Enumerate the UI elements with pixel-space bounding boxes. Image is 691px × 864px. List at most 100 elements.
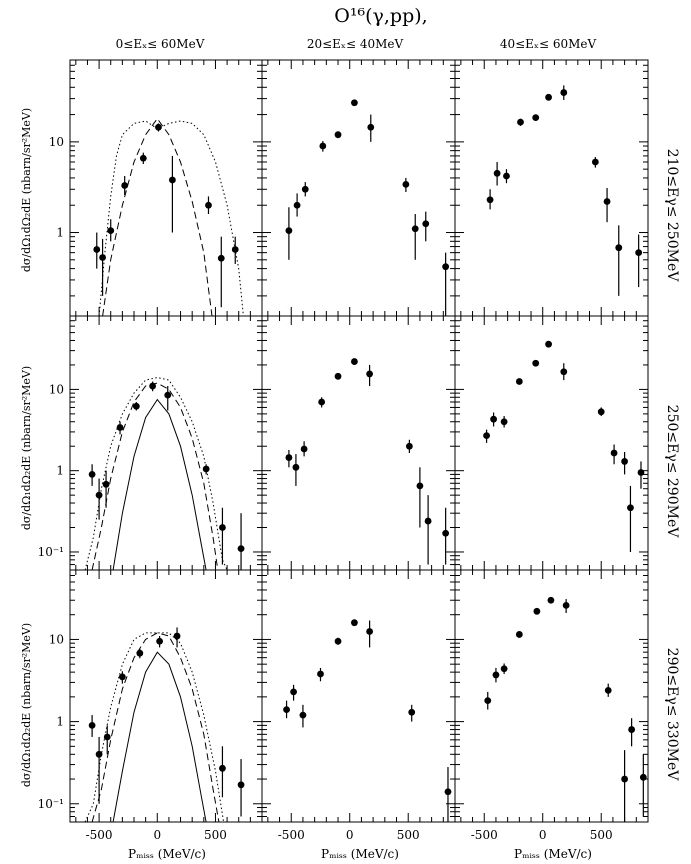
row-label-3: 290≤Eγ≤ 330MeV — [664, 648, 680, 782]
panel-grid: 10 1 10 1 10⁻¹ 10 1 10⁻¹ -500 0 500 -500 0 500 -500 0 50… — [38, 59, 649, 842]
panel-frame — [261, 315, 456, 571]
panel-frame — [454, 315, 649, 571]
data-point — [219, 524, 226, 531]
model-curve-solid — [112, 651, 207, 822]
x-tick-label: 0 — [153, 828, 161, 842]
data-point — [500, 418, 508, 426]
data-point — [562, 601, 570, 609]
data-point — [99, 254, 106, 261]
data-point — [486, 196, 494, 204]
data-point — [103, 733, 111, 741]
panel-r2-c3 — [454, 315, 649, 571]
y-tick-label: 1 — [56, 226, 64, 240]
data-point — [532, 359, 540, 367]
data-point — [149, 382, 157, 390]
y-axis-label-row-3: dσ/dΩ₁dΩ₂dE (nbarn/sr²MeV) — [20, 623, 33, 787]
model-curve-dashed — [102, 117, 213, 316]
data-point — [503, 172, 510, 180]
data-point — [283, 706, 290, 713]
x-tick-label: -500 — [278, 828, 305, 842]
y-tick-label: 10 — [49, 135, 64, 149]
data-point — [621, 458, 629, 465]
data-point — [604, 686, 612, 694]
x-axis-label-col-1: Pₘᵢₛₛ (MeV/c) — [128, 847, 206, 861]
data-point — [366, 628, 374, 635]
column-label-1: 0≤Eₓ≤ 60MeV — [116, 37, 205, 51]
data-point — [637, 469, 645, 476]
data-point — [334, 637, 342, 645]
model-curve-dashed — [91, 382, 219, 570]
data-point — [411, 225, 419, 233]
data-point — [351, 619, 358, 627]
panel-frame — [261, 569, 456, 823]
data-point — [88, 471, 96, 478]
data-point — [292, 463, 300, 471]
model-curve-dashed — [91, 632, 220, 822]
data-point — [483, 432, 490, 440]
data-point — [155, 123, 162, 131]
data-point — [132, 402, 140, 410]
data-point — [484, 697, 492, 705]
data-point — [560, 368, 568, 376]
data-point — [424, 517, 432, 525]
x-tick-label: 0 — [346, 828, 354, 842]
y-tick-label: 1 — [56, 715, 64, 729]
data-point — [597, 408, 605, 416]
y-tick-label: 10⁻¹ — [38, 545, 64, 559]
data-point — [231, 246, 239, 253]
data-point — [293, 201, 301, 209]
data-point — [202, 465, 210, 473]
data-point — [515, 631, 523, 638]
data-point — [217, 254, 225, 262]
x-tick-label: 500 — [204, 828, 227, 842]
data-point — [300, 445, 308, 453]
data-point — [493, 169, 501, 177]
data-point — [442, 529, 450, 537]
data-point — [107, 227, 115, 235]
data-point — [118, 673, 126, 681]
data-point — [285, 227, 293, 235]
data-point — [173, 632, 181, 640]
panel-frame — [454, 569, 649, 823]
panel-r3-c3: -500 0 500 — [454, 569, 649, 842]
y-tick-label: 1 — [56, 464, 64, 478]
data-point — [139, 154, 147, 162]
panel-frame — [69, 59, 263, 317]
data-point — [442, 263, 450, 271]
data-point — [635, 249, 643, 257]
data-point — [547, 596, 555, 604]
model-curve-dotted — [84, 376, 228, 570]
data-point — [366, 370, 374, 378]
data-point — [290, 688, 297, 696]
panel-r2-c2 — [261, 315, 456, 571]
data-point — [317, 670, 324, 678]
column-label-2: 20≤Eₓ≤ 40MeV — [307, 37, 404, 51]
data-point — [169, 176, 176, 184]
data-point — [121, 182, 129, 189]
data-point — [95, 750, 103, 758]
data-point — [367, 123, 375, 131]
data-point — [627, 504, 634, 512]
data-point — [610, 449, 618, 457]
data-point — [88, 721, 96, 729]
data-point — [301, 185, 309, 193]
panel-r3-c2: -500 0 500 — [261, 569, 456, 842]
x-tick-label: -500 — [471, 828, 498, 842]
data-point — [205, 201, 212, 209]
data-point — [334, 372, 342, 380]
data-point — [237, 545, 245, 553]
data-point — [515, 378, 523, 385]
panel-frame — [69, 315, 263, 571]
data-point — [285, 454, 293, 461]
model-curve-dotted — [84, 632, 225, 822]
x-tick-label: -500 — [86, 828, 113, 842]
data-point — [334, 131, 342, 139]
x-axis-label-col-3: Pₘᵢₛₛ (MeV/c) — [514, 847, 592, 861]
row-label-1: 210≤Eγ≤ 250MeV — [664, 149, 680, 283]
data-point — [603, 198, 611, 205]
data-point — [402, 180, 410, 188]
data-point — [533, 607, 541, 615]
data-point — [351, 358, 358, 365]
data-point — [422, 220, 430, 228]
data-point — [237, 781, 245, 789]
